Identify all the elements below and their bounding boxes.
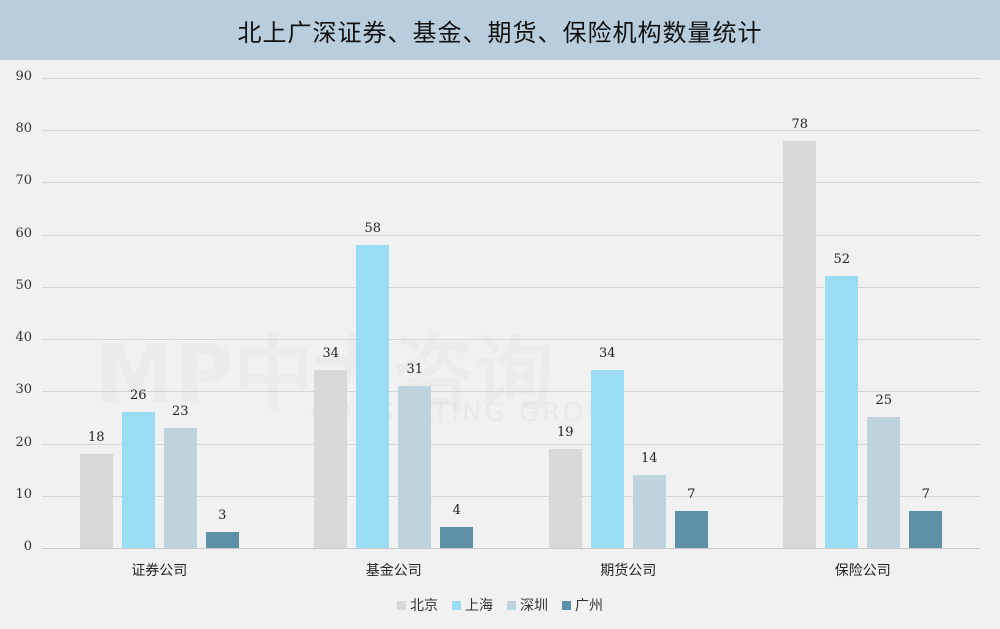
bar-深圳-期货公司: [632, 474, 666, 548]
legend-swatch-icon: [452, 600, 461, 610]
data-label: 34: [322, 346, 340, 362]
bar-深圳-保险公司: [867, 417, 901, 548]
legend-label: 北京: [410, 598, 438, 614]
data-label: 14: [640, 450, 658, 466]
gridline: [42, 339, 980, 341]
gridline: [42, 78, 980, 79]
bar-上海-保险公司: [825, 276, 859, 548]
y-axis-tick-label: 10: [15, 486, 32, 502]
chart-plot-area: MP中大咨询 CONSULTING GROUP 0102030405060708…: [0, 60, 1000, 629]
data-label: 19: [556, 424, 574, 440]
bar-上海-基金公司: [356, 245, 390, 548]
chart-legend: 北京 上海 深圳 广州: [0, 595, 1000, 615]
title-bar: 北上广深证券、基金、期货、保险机构数量统计: [0, 0, 1000, 60]
gridline: [42, 495, 980, 497]
data-label: 58: [364, 221, 382, 237]
data-label: 26: [129, 388, 147, 404]
bar-上海-证券公司: [121, 412, 155, 548]
legend-item: 北京: [397, 595, 438, 615]
y-axis-tick-label: 20: [15, 434, 32, 450]
gridline: [42, 234, 980, 236]
gridline: [42, 130, 980, 132]
bar-北京-保险公司: [783, 140, 817, 548]
gridline: [42, 391, 980, 393]
y-axis-tick-label: 40: [15, 330, 32, 346]
bar-北京-期货公司: [548, 448, 582, 548]
legend-label: 广州: [575, 598, 603, 614]
legend-item: 广州: [562, 595, 603, 615]
data-label: 3: [218, 508, 227, 524]
legend-swatch-icon: [562, 600, 571, 610]
y-axis-tick-label: 0: [23, 539, 32, 554]
data-label: 4: [452, 503, 461, 519]
gridline: [42, 548, 980, 549]
data-label: 78: [791, 116, 809, 132]
bar-深圳-证券公司: [163, 427, 197, 548]
bar-北京-证券公司: [79, 454, 113, 548]
legend-item: 深圳: [507, 595, 548, 615]
chart-title: 北上广深证券、基金、期货、保险机构数量统计: [237, 18, 763, 47]
legend-item: 上海: [452, 595, 493, 615]
legend-label: 深圳: [520, 598, 548, 614]
x-axis-category-label: 基金公司: [365, 563, 422, 579]
gridline: [42, 286, 980, 288]
bar-深圳-基金公司: [398, 386, 432, 548]
data-label: 52: [833, 252, 851, 268]
bar-上海-期货公司: [590, 370, 624, 548]
legend-label: 上海: [465, 598, 493, 614]
data-label: 23: [171, 403, 189, 419]
bar-北京-基金公司: [314, 370, 348, 548]
x-axis-category-label: 保险公司: [834, 563, 891, 579]
data-label: 34: [598, 346, 616, 362]
y-axis-tick-label: 70: [15, 173, 32, 189]
data-label: 7: [921, 487, 930, 503]
x-axis-category-label: 证券公司: [131, 563, 188, 579]
legend-swatch-icon: [397, 600, 406, 610]
x-axis-category-label: 期货公司: [600, 563, 657, 579]
y-axis-tick-label: 90: [15, 69, 32, 84]
gridline: [42, 182, 980, 184]
legend-swatch-icon: [507, 600, 516, 610]
bar-广州-期货公司: [674, 511, 708, 548]
bar-广州-基金公司: [440, 527, 474, 548]
bar-广州-保险公司: [909, 511, 943, 548]
data-label: 31: [406, 362, 424, 378]
y-axis-tick-label: 80: [15, 121, 32, 137]
y-axis-tick-label: 60: [15, 225, 32, 241]
y-axis-tick-label: 30: [15, 382, 32, 398]
y-axis-tick-label: 50: [15, 277, 32, 293]
gridline: [42, 443, 980, 445]
data-label: 18: [87, 430, 105, 445]
bar-广州-证券公司: [205, 532, 239, 548]
data-label: 25: [875, 393, 893, 409]
data-label: 7: [687, 487, 696, 503]
